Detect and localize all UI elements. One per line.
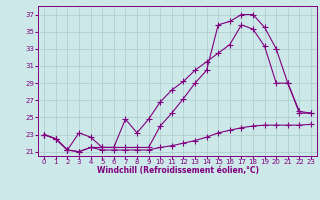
X-axis label: Windchill (Refroidissement éolien,°C): Windchill (Refroidissement éolien,°C) <box>97 166 259 175</box>
